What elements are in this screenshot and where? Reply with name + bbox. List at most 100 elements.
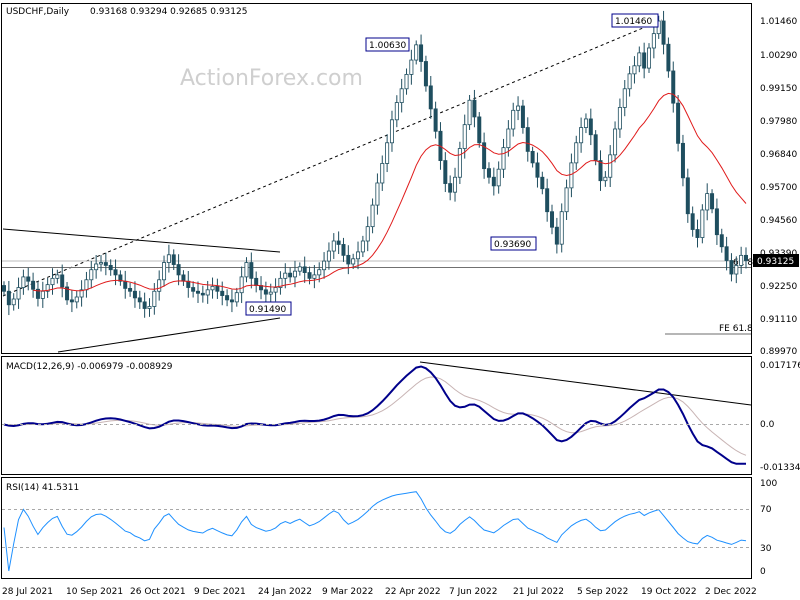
svg-text:0.93690: 0.93690	[494, 240, 531, 250]
date-tick-3: 9 Dec 2021	[194, 587, 246, 597]
candle-body	[477, 116, 482, 144]
candle-body	[554, 226, 559, 245]
candle-body	[210, 285, 215, 291]
key-label-091490: 0.91490	[245, 301, 292, 316]
candle-body	[326, 250, 331, 262]
candle-body	[642, 52, 647, 69]
candle-body	[564, 187, 569, 213]
candle-body	[273, 287, 278, 293]
candle-body	[423, 61, 428, 87]
candle-body	[370, 204, 375, 228]
price-tick-8: 0.92250	[760, 282, 797, 292]
candle-body	[409, 59, 414, 75]
candle-body	[414, 44, 419, 61]
candle-body	[627, 73, 632, 90]
svg-text:1.00630: 1.00630	[369, 41, 406, 51]
candle-body	[346, 254, 351, 265]
candle-body	[89, 269, 94, 281]
candle-body	[108, 265, 113, 271]
date-tick-8: 21 Jul 2022	[513, 587, 564, 597]
macd-main-line	[3, 365, 746, 465]
price-tick-6: 0.94560	[760, 216, 797, 226]
candle-body	[215, 285, 220, 292]
price-tick-9: 0.91110	[760, 315, 797, 325]
candle-body	[40, 290, 45, 299]
rsi-line	[3, 491, 747, 572]
rsi-tick-30: 30	[760, 544, 772, 554]
candle-body	[608, 154, 613, 178]
candle-body	[734, 265, 739, 275]
candle-body	[31, 280, 36, 290]
ma-line	[33, 92, 747, 292]
date-tick-7: 7 Jun 2022	[449, 587, 497, 597]
candle-body	[244, 262, 249, 278]
candle-body	[166, 254, 171, 263]
candle-body	[69, 299, 74, 303]
rsi-title: RSI(14) 41.5311	[6, 483, 79, 493]
candle-body	[225, 295, 230, 301]
ohlc-label: 0.93168 0.93294 0.92685 0.93125	[90, 7, 247, 17]
candle-body	[26, 276, 31, 282]
candle-body	[137, 297, 142, 303]
candle-body	[535, 162, 540, 178]
candle-body	[181, 274, 186, 282]
candle-body	[360, 240, 365, 253]
price-tick-10: 0.89970	[760, 347, 797, 357]
candle-body	[399, 88, 404, 103]
candle-body	[365, 226, 370, 242]
candle-body	[152, 290, 157, 307]
candle-body	[710, 193, 715, 210]
candle-body	[511, 109, 516, 130]
candle-body	[714, 208, 719, 236]
price-tick-3: 0.97980	[760, 117, 797, 127]
price-panel-frame	[1, 3, 752, 354]
candle-body	[128, 287, 133, 292]
candle-body	[491, 176, 496, 187]
candle-body	[453, 176, 458, 193]
candle-body	[171, 254, 176, 265]
candle-body	[637, 52, 642, 67]
date-tick-11: 2 Dec 2022	[705, 587, 757, 597]
last-price-value: 0.93125	[757, 257, 794, 267]
candle-body	[84, 279, 89, 291]
candle-body	[351, 258, 356, 265]
falling-resistance-line	[2, 228, 281, 253]
candle-body	[200, 292, 205, 296]
candle-body	[147, 306, 152, 309]
rsi-panel-frame	[1, 477, 752, 579]
date-tick-4: 24 Jan 2022	[258, 587, 312, 597]
candle-body	[220, 290, 225, 296]
candle-body	[55, 274, 60, 279]
candle-body	[632, 65, 637, 75]
candle-body	[195, 290, 200, 294]
candle-body	[559, 211, 564, 245]
candle-body	[724, 246, 729, 261]
candle-body	[35, 288, 40, 299]
candle-body	[448, 183, 453, 193]
candle-body	[506, 128, 511, 149]
candles-group	[2, 10, 749, 318]
candle-body	[603, 176, 608, 182]
candle-body	[666, 43, 671, 72]
candle-body	[516, 105, 521, 111]
candle-body	[617, 107, 622, 130]
candle-body	[647, 47, 652, 69]
candle-body	[540, 176, 545, 190]
candle-body	[132, 290, 137, 299]
candle-body	[268, 291, 273, 295]
candle-body	[700, 209, 705, 238]
svg-text:1.01460: 1.01460	[615, 17, 652, 27]
candle-body	[162, 262, 167, 281]
candle-body	[65, 286, 70, 301]
key-label-093690: 0.93690	[490, 236, 537, 251]
candle-body	[21, 276, 26, 288]
candle-body	[50, 277, 55, 286]
candle-body	[389, 119, 394, 144]
key-label-101460: 1.01460	[611, 13, 659, 28]
candle-body	[520, 105, 525, 128]
rsi-group	[3, 491, 747, 572]
candle-body	[583, 118, 588, 128]
candle-body	[60, 274, 65, 288]
level-61-8-label: 61.8	[733, 258, 753, 268]
